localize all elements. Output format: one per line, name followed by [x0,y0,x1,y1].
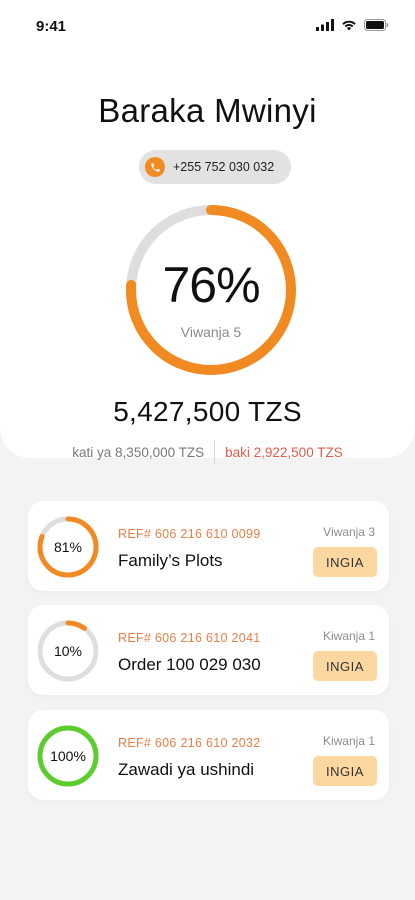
summary-ring-arc [126,205,296,375]
summary-percent: 76% [162,257,260,313]
plot-percent: 100% [50,748,86,764]
totals-row: kati ya 8,350,000 TZS baki 2,922,500 TZS [0,440,415,464]
plot-count: Viwanja 3 [323,525,375,539]
status-icons [316,19,389,31]
profile-card: 9:41 Baraka Mwinyi [0,0,415,464]
plot-ring-arc [37,725,99,787]
plot-percent: 81% [53,539,83,555]
plot-progress-ring [37,725,99,787]
balance-amount: baki 2,922,500 TZS [225,444,343,460]
plot-card[interactable]: 81% REF# 606 216 610 0099 Family’s Plots… [28,501,389,591]
plot-title: Family’s Plots [118,551,223,570]
battery-icon [364,19,389,31]
plot-title: Order 100 029 030 [118,655,261,674]
status-bar: 9:41 [0,0,415,54]
plot-percent: 10% [53,643,83,659]
paid-amount: 5,427,500 TZS [113,396,302,427]
plot-count: Kiwanja 1 [322,629,375,643]
phone-icon [145,157,165,177]
status-time: 9:41 [36,18,67,35]
plot-ref: REF# 606 216 610 2041 [118,631,261,645]
enter-button[interactable]: INGIA [313,756,377,786]
enter-button[interactable]: INGIA [313,547,377,577]
signal-icon [316,19,334,31]
summary-progress-ring [126,205,296,375]
plot-ref: REF# 606 216 610 2032 [118,736,261,750]
wifi-icon [342,20,356,31]
phone-number: +255 752 030 032 [173,160,275,174]
plot-ref: REF# 606 216 610 0099 [118,527,261,541]
plot-card[interactable]: 10% REF# 606 216 610 2041 Order 100 029 … [28,605,389,695]
totals-divider [214,440,216,464]
plot-ring-arc [37,620,99,682]
enter-button[interactable]: INGIA [313,651,377,681]
total-amount: kati ya 8,350,000 TZS [72,444,205,460]
plot-card[interactable]: 100% REF# 606 216 610 2032 Zawadi ya ush… [28,710,389,800]
plot-title: Zawadi ya ushindi [118,760,255,779]
plot-progress-ring [37,516,99,578]
plot-ring-arc [37,516,99,578]
user-name: Baraka Mwinyi [98,92,317,129]
summary-plots-count: Viwanja 5 [180,324,242,340]
plot-progress-ring [37,620,99,682]
plot-count: Kiwanja 1 [322,734,375,748]
phone-pill[interactable]: +255 752 030 032 [139,150,291,184]
